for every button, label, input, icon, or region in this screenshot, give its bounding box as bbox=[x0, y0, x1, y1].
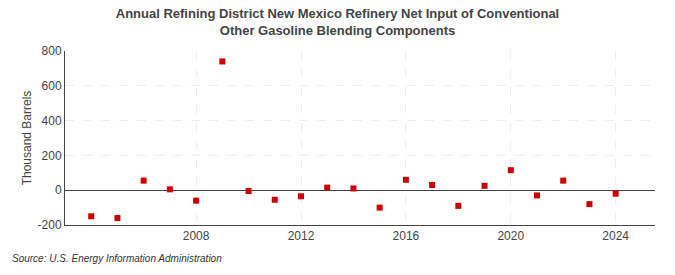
svg-text:2016: 2016 bbox=[393, 229, 420, 243]
svg-text:0: 0 bbox=[55, 183, 62, 197]
svg-text:800: 800 bbox=[42, 44, 62, 58]
svg-text:2012: 2012 bbox=[288, 229, 315, 243]
svg-text:2024: 2024 bbox=[602, 229, 629, 243]
svg-text:200: 200 bbox=[42, 149, 62, 163]
svg-text:-200: -200 bbox=[38, 218, 62, 232]
svg-text:600: 600 bbox=[42, 79, 62, 93]
svg-text:Source: U.S. Energy Informatio: Source: U.S. Energy Information Administ… bbox=[12, 253, 222, 264]
svg-text:Thousand Barrels: Thousand Barrels bbox=[20, 91, 34, 186]
svg-text:Annual Refining District New M: Annual Refining District New Mexico Refi… bbox=[116, 6, 559, 38]
svg-text:400: 400 bbox=[42, 114, 62, 128]
svg-text:2008: 2008 bbox=[183, 229, 210, 243]
svg-text:2020: 2020 bbox=[497, 229, 524, 243]
